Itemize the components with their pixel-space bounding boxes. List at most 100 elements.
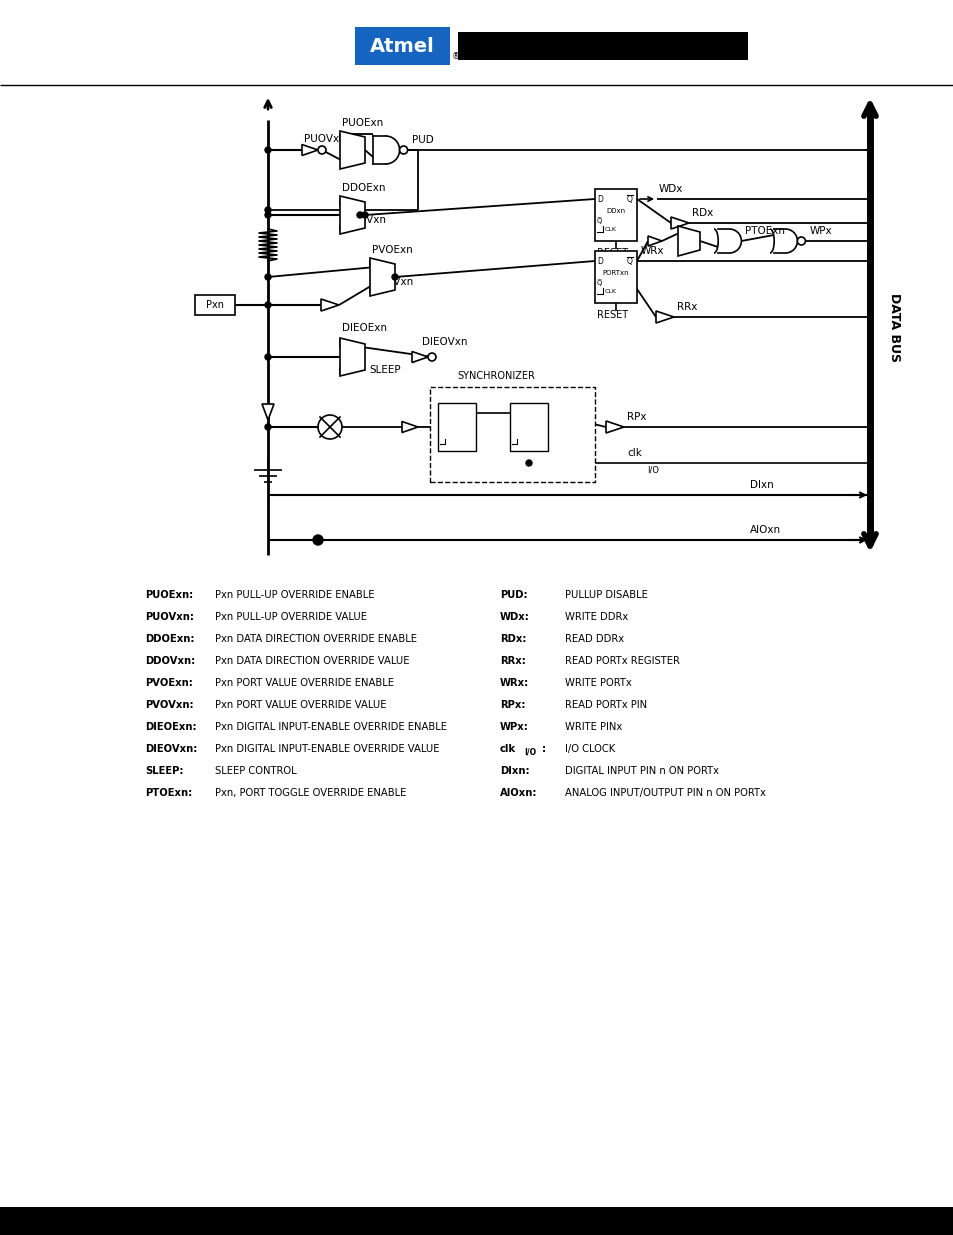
Text: D: D: [512, 410, 517, 416]
Text: PUOExn:: PUOExn:: [145, 590, 193, 600]
Text: CLK: CLK: [446, 440, 456, 445]
Text: SLEEP:: SLEEP:: [145, 766, 183, 776]
Text: PTOExn:: PTOExn:: [145, 788, 193, 798]
Text: PUD: PUD: [411, 135, 433, 144]
Polygon shape: [647, 236, 661, 246]
Text: AlOxn:: AlOxn:: [499, 788, 537, 798]
Text: Pxn, PORT TOGGLE OVERRIDE ENABLE: Pxn, PORT TOGGLE OVERRIDE ENABLE: [214, 788, 406, 798]
Text: AlOxn: AlOxn: [749, 525, 781, 535]
Text: DDOExn:: DDOExn:: [145, 634, 194, 643]
Text: RPx:: RPx:: [499, 700, 525, 710]
Polygon shape: [605, 421, 623, 433]
Text: D: D: [597, 194, 602, 204]
Circle shape: [265, 424, 271, 430]
Text: WRITE PORTx: WRITE PORTx: [564, 678, 631, 688]
Text: SYNCHRONIZER: SYNCHRONIZER: [456, 370, 535, 382]
Text: Q: Q: [626, 194, 632, 204]
Text: 1: 1: [344, 201, 349, 210]
Text: RESET: RESET: [597, 248, 627, 258]
Text: 0: 0: [344, 362, 349, 370]
Text: Q̅: Q̅: [597, 217, 601, 225]
Text: ®: ®: [452, 52, 459, 61]
Text: Pxn PORT VALUE OVERRIDE VALUE: Pxn PORT VALUE OVERRIDE VALUE: [214, 700, 386, 710]
Bar: [595, 189, 637, 241]
Text: DATA BUS: DATA BUS: [887, 293, 900, 362]
Text: DDOVxn: DDOVxn: [341, 215, 386, 225]
Text: RESET: RESET: [597, 310, 627, 320]
Circle shape: [313, 535, 323, 545]
Text: WDx: WDx: [659, 184, 682, 194]
Circle shape: [265, 354, 271, 359]
Text: Pxn DATA DIRECTION OVERRIDE VALUE: Pxn DATA DIRECTION OVERRIDE VALUE: [214, 656, 409, 666]
Text: I/O CLOCK: I/O CLOCK: [564, 743, 615, 755]
Text: PUOExn: PUOExn: [341, 119, 383, 128]
Polygon shape: [302, 144, 317, 156]
Text: RDx:: RDx:: [499, 634, 526, 643]
Text: 0: 0: [344, 220, 349, 228]
Text: DIxn:: DIxn:: [499, 766, 529, 776]
Text: WRx: WRx: [640, 246, 664, 256]
Polygon shape: [412, 352, 428, 363]
Text: DDOVxn:: DDOVxn:: [145, 656, 195, 666]
Text: ANALOG INPUT/OUTPUT PIN n ON PORTx: ANALOG INPUT/OUTPUT PIN n ON PORTx: [564, 788, 765, 798]
Circle shape: [428, 353, 436, 361]
Text: Pxn DIGITAL INPUT-ENABLE OVERRIDE VALUE: Pxn DIGITAL INPUT-ENABLE OVERRIDE VALUE: [214, 743, 439, 755]
Polygon shape: [670, 217, 688, 228]
Bar: [595, 251, 637, 303]
Text: PTOExn: PTOExn: [744, 226, 784, 236]
Text: Q: Q: [626, 257, 632, 266]
Text: PUOVxn: PUOVxn: [304, 135, 345, 144]
Text: Pxn PORT VALUE OVERRIDE ENABLE: Pxn PORT VALUE OVERRIDE ENABLE: [214, 678, 394, 688]
Circle shape: [317, 146, 326, 154]
Text: PORTxn: PORTxn: [602, 270, 629, 275]
Circle shape: [392, 274, 397, 280]
Text: DIxn: DIxn: [749, 480, 773, 490]
Text: Pxn DIGITAL INPUT-ENABLE OVERRIDE ENABLE: Pxn DIGITAL INPUT-ENABLE OVERRIDE ENABLE: [214, 722, 447, 732]
Text: WRx:: WRx:: [499, 678, 529, 688]
Text: RRx:: RRx:: [499, 656, 525, 666]
Text: Pxn DATA DIRECTION OVERRIDE ENABLE: Pxn DATA DIRECTION OVERRIDE ENABLE: [214, 634, 416, 643]
Text: READ DDRx: READ DDRx: [564, 634, 623, 643]
Text: Pxn: Pxn: [206, 300, 224, 310]
Text: SLEEP CONTROL: SLEEP CONTROL: [214, 766, 296, 776]
Text: Q̅: Q̅: [439, 435, 444, 440]
Text: PUOVxn:: PUOVxn:: [145, 613, 193, 622]
Text: PVOExn: PVOExn: [372, 245, 413, 254]
Bar: [510, 403, 547, 451]
Text: READ PORTx REGISTER: READ PORTx REGISTER: [564, 656, 679, 666]
Text: 0: 0: [344, 156, 349, 164]
Polygon shape: [262, 404, 274, 420]
Circle shape: [399, 146, 407, 154]
Text: WDx:: WDx:: [499, 613, 529, 622]
Text: CLK: CLK: [604, 289, 617, 294]
Circle shape: [265, 147, 271, 153]
Text: Q̅: Q̅: [597, 279, 601, 287]
Text: 1: 1: [344, 136, 349, 144]
Text: Q: Q: [537, 410, 543, 416]
Circle shape: [525, 459, 532, 466]
Text: Q̅: Q̅: [512, 435, 517, 440]
Bar: [437, 403, 476, 451]
Bar: [0, 1207, 953, 1235]
Text: DDxn: DDxn: [606, 207, 625, 214]
Text: D: D: [597, 257, 602, 266]
Text: Pxn PULL-UP OVERRIDE VALUE: Pxn PULL-UP OVERRIDE VALUE: [214, 613, 367, 622]
Circle shape: [317, 415, 341, 438]
Text: DDOExn: DDOExn: [341, 183, 385, 193]
Text: PVOVxn: PVOVxn: [372, 277, 413, 287]
Text: RDx: RDx: [691, 207, 713, 219]
Polygon shape: [401, 421, 417, 432]
Text: I/O: I/O: [646, 466, 659, 474]
Text: 1: 1: [681, 228, 686, 238]
Circle shape: [265, 207, 271, 212]
Text: WRITE DDRx: WRITE DDRx: [564, 613, 628, 622]
Text: clk: clk: [499, 743, 516, 755]
Text: RPx: RPx: [626, 412, 646, 422]
Polygon shape: [678, 226, 700, 256]
Text: SET: SET: [439, 408, 450, 412]
Text: PVOVxn:: PVOVxn:: [145, 700, 193, 710]
Polygon shape: [339, 131, 365, 169]
Text: PUD:: PUD:: [499, 590, 527, 600]
Polygon shape: [339, 196, 365, 233]
Polygon shape: [320, 299, 338, 311]
